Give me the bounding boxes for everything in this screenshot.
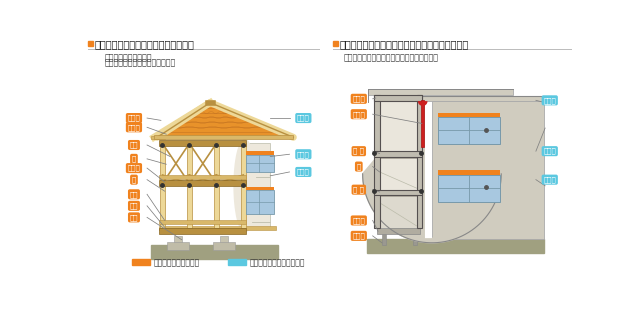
Text: 屋　根: 屋 根 [297, 115, 310, 121]
Bar [159, 140, 246, 146]
Text: 屋根版: 屋根版 [353, 95, 365, 102]
Bar [432, 101, 543, 239]
Ellipse shape [234, 140, 255, 232]
Bar [160, 144, 165, 228]
Bar [159, 180, 246, 186]
Text: 外　壁: 外 壁 [543, 176, 556, 183]
Text: 土台: 土台 [130, 202, 138, 209]
Bar [382, 233, 386, 245]
Bar [380, 157, 418, 159]
Bar [374, 95, 422, 101]
Text: 斜材: 斜材 [130, 142, 138, 148]
Text: 基　礎: 基 礎 [353, 217, 365, 224]
Bar [214, 144, 219, 228]
Bar [243, 222, 270, 228]
Text: 床 版: 床 版 [353, 186, 364, 193]
Bar [243, 177, 270, 222]
Bar [246, 151, 274, 155]
Text: 壁: 壁 [356, 163, 361, 170]
Text: 開口部: 開口部 [297, 151, 310, 157]
Text: 開口部: 開口部 [543, 148, 556, 154]
Bar [380, 100, 417, 151]
Bar [88, 41, 93, 46]
Polygon shape [157, 103, 285, 137]
Bar [167, 242, 189, 250]
Bar [438, 175, 500, 202]
Bar [368, 89, 513, 95]
Text: 柱: 柱 [132, 176, 136, 183]
Bar [438, 113, 500, 117]
Bar [246, 190, 274, 214]
Bar [380, 195, 418, 197]
Bar [228, 259, 246, 265]
Text: 構造耐力上主要な部分: 構造耐力上主要な部分 [153, 258, 200, 267]
Bar [159, 226, 276, 230]
Bar [438, 117, 500, 144]
Text: 壁: 壁 [132, 156, 136, 162]
Bar [241, 144, 246, 228]
Bar [376, 228, 420, 233]
Bar [417, 95, 422, 228]
Text: 鉄筋コンクリート造（壁式工法）の共同住宅の例: 鉄筋コンクリート造（壁式工法）の共同住宅の例 [340, 39, 468, 49]
Bar [159, 228, 246, 233]
Text: 基礎: 基礎 [130, 214, 138, 221]
Bar [213, 242, 235, 250]
Bar [421, 100, 424, 147]
Bar [174, 236, 182, 245]
Bar [132, 259, 150, 265]
Text: 雨水の浸入を防止する部分: 雨水の浸入を防止する部分 [250, 258, 305, 267]
Bar [333, 41, 338, 46]
Text: （小屋組、軸組、床組）等の構成: （小屋組、軸組、床組）等の構成 [105, 59, 176, 68]
Text: 床 版: 床 版 [353, 148, 364, 154]
Bar [151, 136, 164, 139]
Bar [243, 144, 270, 177]
Bar [413, 233, 417, 245]
Polygon shape [363, 101, 501, 243]
Bar [380, 157, 417, 190]
Text: 外　壁: 外 壁 [297, 169, 310, 175]
Text: 基礎杭: 基礎杭 [353, 232, 365, 239]
Bar [438, 170, 500, 175]
Bar [367, 239, 543, 253]
Text: ２階建ての場合の骨組: ２階建ての場合の骨組 [105, 53, 152, 62]
Bar [220, 236, 228, 245]
Text: 床版: 床版 [130, 191, 138, 197]
Bar [159, 220, 246, 224]
Bar [246, 187, 274, 190]
Text: 屋根版: 屋根版 [127, 124, 140, 131]
Bar [154, 135, 293, 139]
Bar [374, 151, 422, 157]
Bar [151, 245, 278, 259]
Text: 排水管: 排水管 [353, 111, 365, 117]
Bar [159, 175, 246, 179]
Bar [380, 195, 417, 228]
Text: ２階建ての場合の骨組（壁、床組）等の構成: ２階建ての場合の骨組（壁、床組）等の構成 [344, 53, 438, 62]
Text: 木造（在来軸組工法）の戸建住宅の例: 木造（在来軸組工法）の戸建住宅の例 [95, 39, 195, 49]
Text: 小屋組: 小屋組 [127, 115, 140, 121]
Bar [374, 95, 380, 228]
Text: 屋　根: 屋 根 [543, 97, 556, 104]
Bar [374, 190, 422, 195]
Bar [420, 96, 551, 101]
Text: 横架材: 横架材 [127, 165, 140, 171]
Bar [187, 144, 192, 228]
Bar [246, 155, 274, 172]
